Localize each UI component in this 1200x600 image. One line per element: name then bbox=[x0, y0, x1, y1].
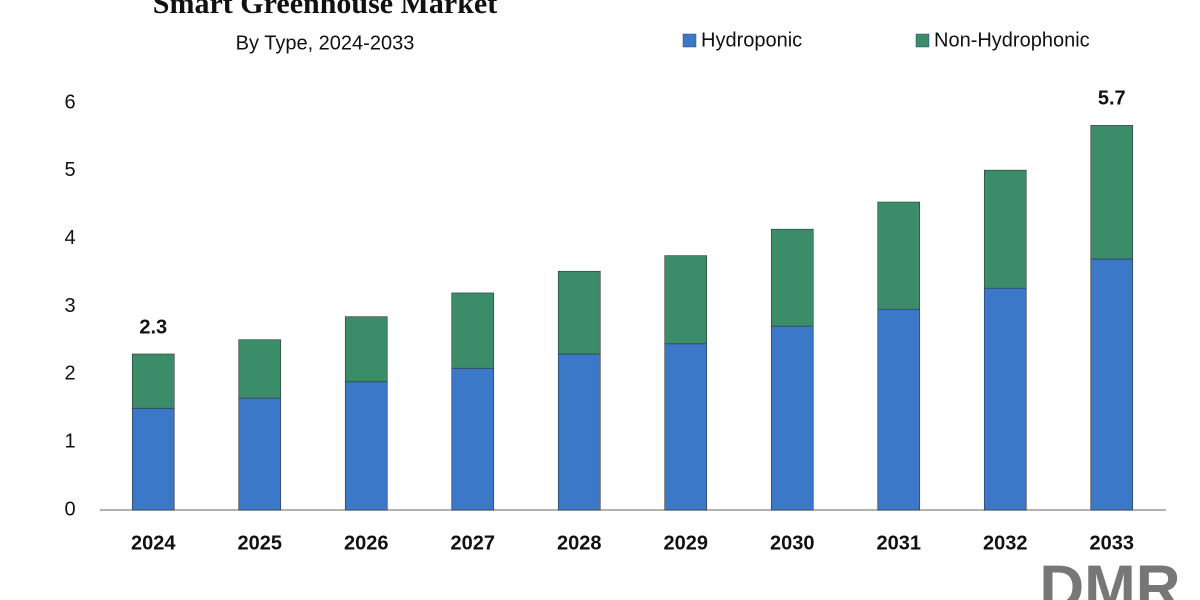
y-tick-label: 5 bbox=[64, 159, 75, 181]
bar-segment bbox=[451, 292, 495, 369]
x-tick-label: 2027 bbox=[451, 532, 496, 554]
legend-swatch bbox=[915, 33, 930, 48]
chart-subtitle: By Type, 2024-2033 bbox=[236, 32, 415, 54]
bar-segment bbox=[238, 397, 282, 511]
y-tick-label: 2 bbox=[64, 363, 75, 385]
bar-segment bbox=[983, 287, 1027, 511]
legend-label: Non-Hydrophonic bbox=[934, 29, 1090, 51]
x-tick-label: 2030 bbox=[770, 532, 815, 554]
bar-segment bbox=[344, 316, 388, 383]
logo: DMR bbox=[1039, 553, 1180, 600]
bar-segment bbox=[238, 339, 282, 399]
x-tick-label: 2026 bbox=[344, 532, 389, 554]
bar-segment bbox=[557, 270, 601, 355]
bar-segment bbox=[770, 228, 814, 327]
y-tick-label: 1 bbox=[64, 430, 75, 452]
chart-title: Smart Greenhouse Market bbox=[153, 0, 497, 20]
bar-segment bbox=[877, 308, 921, 511]
bar-segment bbox=[664, 343, 708, 511]
y-tick-label: 3 bbox=[64, 295, 75, 317]
total-label: 2.3 bbox=[139, 316, 167, 338]
y-tick-label: 0 bbox=[64, 498, 75, 520]
x-tick-label: 2025 bbox=[238, 532, 283, 554]
x-tick-label: 2029 bbox=[664, 532, 709, 554]
bar-segment bbox=[557, 353, 601, 511]
y-tick-label: 4 bbox=[64, 227, 75, 249]
bar-segment bbox=[1090, 258, 1134, 511]
bar-segment bbox=[131, 353, 175, 409]
total-label: 5.7 bbox=[1098, 88, 1126, 110]
legend-label: Hydroponic bbox=[701, 29, 802, 51]
bar-segment bbox=[664, 255, 708, 345]
legend-swatch bbox=[682, 33, 697, 48]
y-tick-label: 6 bbox=[64, 91, 75, 113]
x-tick-label: 2033 bbox=[1090, 532, 1135, 554]
bar-segment bbox=[1090, 125, 1134, 260]
bar-segment bbox=[344, 381, 388, 511]
x-tick-label: 2032 bbox=[983, 532, 1028, 554]
x-tick-label: 2024 bbox=[131, 532, 176, 554]
bar-segment bbox=[770, 325, 814, 511]
bar-segment bbox=[983, 169, 1027, 289]
bar-segment bbox=[451, 367, 495, 511]
bar-segment bbox=[131, 407, 175, 511]
x-tick-label: 2031 bbox=[877, 532, 922, 554]
bar-segment bbox=[877, 201, 921, 310]
x-tick-label: 2028 bbox=[557, 532, 602, 554]
